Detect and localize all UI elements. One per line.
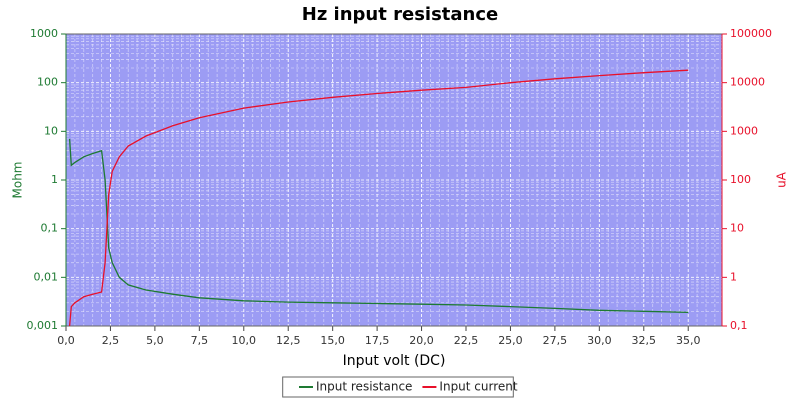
legend-label: Input resistance	[316, 380, 412, 394]
x-tick-label: 20,0	[409, 334, 434, 347]
x-tick-label: 12,5	[276, 334, 301, 347]
y2-tick-label: 10000	[730, 76, 765, 89]
x-tick-label: 22,5	[454, 334, 479, 347]
series-line	[68, 138, 689, 314]
x-tick-label: 25,0	[498, 334, 523, 347]
x-tick-label: 7,5	[191, 334, 209, 347]
y2-tick-label: 100000	[730, 27, 772, 40]
series-line	[68, 69, 689, 327]
x-tick-label: 32,5	[632, 334, 657, 347]
y2-axis-label: uA	[775, 171, 789, 188]
y-axis-label: Mohm	[11, 162, 25, 199]
x-tick-label: 35,0	[676, 334, 701, 347]
chart-title: Hz input resistance	[302, 4, 499, 25]
y-tick-label: 0,01	[34, 270, 59, 283]
y2-tick-label: 1000	[730, 124, 758, 137]
legend-label: Input current	[439, 380, 517, 394]
y2-tick-label: 100	[730, 173, 751, 186]
y-tick-label: 100	[37, 76, 58, 89]
legend	[282, 376, 514, 398]
y-tick-label: 0,1	[41, 222, 59, 235]
y2-tick-label: 0,1	[730, 319, 748, 332]
y-tick-label: 0,001	[27, 319, 59, 332]
x-tick-label: 10,0	[232, 334, 257, 347]
x-axis-label: Input volt (DC)	[343, 353, 446, 369]
x-tick-label: 30,0	[587, 334, 612, 347]
x-tick-label: 0,0	[57, 334, 75, 347]
y-tick-label: 1000	[30, 27, 58, 40]
x-tick-label: 2,5	[102, 334, 120, 347]
x-tick-label: 5,0	[146, 334, 164, 347]
x-tick-label: 17,5	[365, 334, 390, 347]
y-tick-label: 10	[44, 124, 58, 137]
y2-tick-label: 1	[730, 270, 737, 283]
y2-tick-label: 10	[730, 222, 744, 235]
x-tick-label: 15,0	[320, 334, 345, 347]
y-tick-label: 1	[51, 173, 58, 186]
x-tick-label: 27,5	[543, 334, 568, 347]
